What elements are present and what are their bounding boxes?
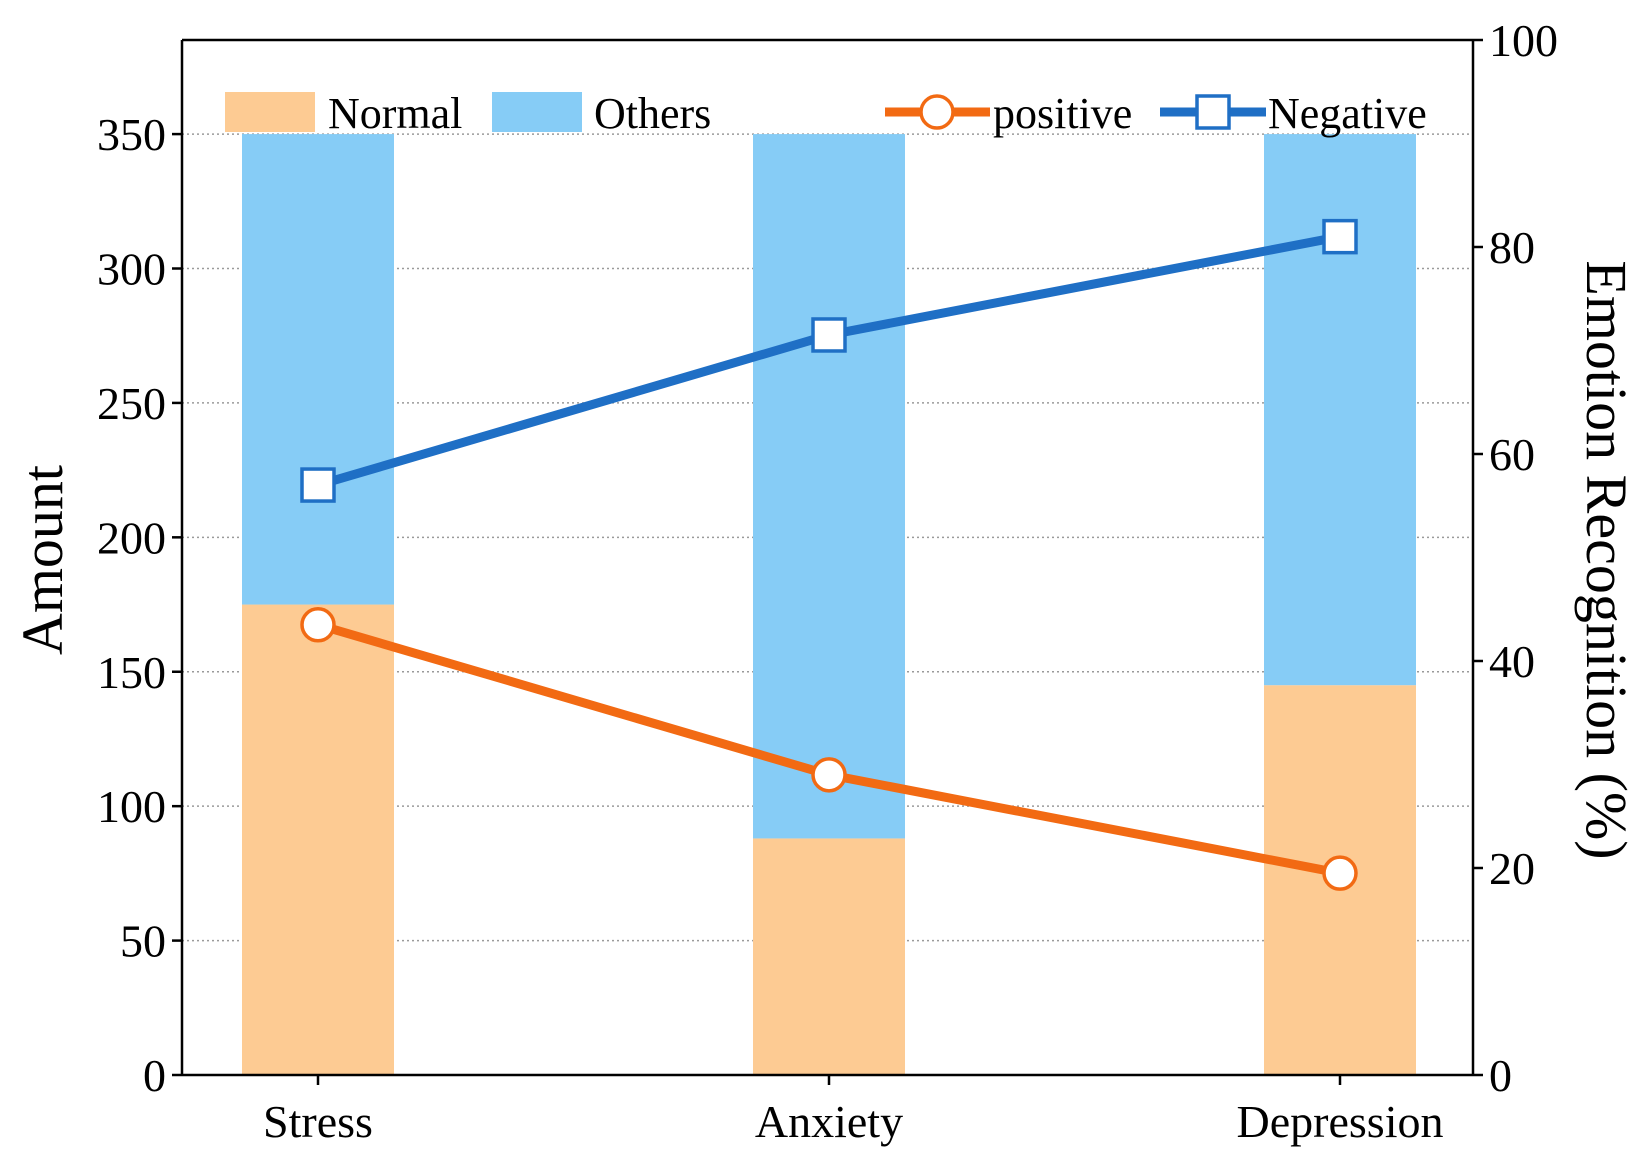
bar-normal-stress — [242, 604, 394, 1075]
y2-tick-label: 80 — [1489, 222, 1535, 273]
y-tick-label: 100 — [97, 781, 166, 832]
y-tick-label: 0 — [143, 1050, 166, 1101]
legend-label-others: Others — [594, 89, 711, 138]
marker-negative-anxiety — [811, 317, 847, 353]
y2-tick-label: 60 — [1489, 429, 1535, 480]
y-tick-label: 350 — [97, 109, 166, 160]
bar-normal-anxiety — [753, 838, 905, 1075]
bar-others-stress — [242, 134, 394, 605]
marker-positive-stress — [300, 607, 336, 643]
marker-positive-anxiety — [811, 757, 847, 793]
marker-negative-depression — [1322, 218, 1358, 255]
y-tick-label: 250 — [97, 378, 166, 429]
bar-others-depression — [1264, 134, 1416, 686]
y-axis-title: Amount — [10, 465, 75, 655]
y2-tick-label: 0 — [1489, 1050, 1512, 1101]
legend-swatch-others — [492, 92, 582, 132]
legend-label-normal: Normal — [328, 89, 462, 138]
y2-axis-title: Emotion Recognition (%) — [1574, 260, 1639, 859]
bars-group — [242, 134, 1416, 1075]
y2-tick-label: 100 — [1489, 15, 1558, 66]
marker-negative-stress — [300, 467, 336, 503]
legend-marker-negative — [1195, 94, 1231, 130]
legend-label-negative: Negative — [1268, 89, 1427, 138]
y-tick-label: 150 — [97, 647, 166, 698]
y-tick-label: 300 — [97, 244, 166, 295]
legend-swatch-normal — [225, 92, 315, 132]
lines-group — [300, 218, 1358, 891]
marker-positive-depression — [1322, 855, 1358, 891]
legend-marker-positive — [919, 94, 955, 130]
bar-others-anxiety — [753, 134, 905, 839]
y2-tick-label: 20 — [1489, 843, 1535, 894]
y2-tick-label: 40 — [1489, 636, 1535, 687]
legend-label-positive: positive — [993, 89, 1132, 138]
y-tick-label: 50 — [120, 916, 166, 967]
axes-group: 0 50 100 150 200 250 300 350 0 20 40 60 80 100 Stress A… — [97, 15, 1558, 1147]
x-tick-label: Stress — [263, 1096, 373, 1147]
y-tick-label: 200 — [97, 512, 166, 563]
x-tick-label: Depression — [1237, 1096, 1444, 1147]
x-tick-label: Anxiety — [755, 1096, 903, 1147]
legend: Normal Others positive Negative — [225, 89, 1427, 138]
